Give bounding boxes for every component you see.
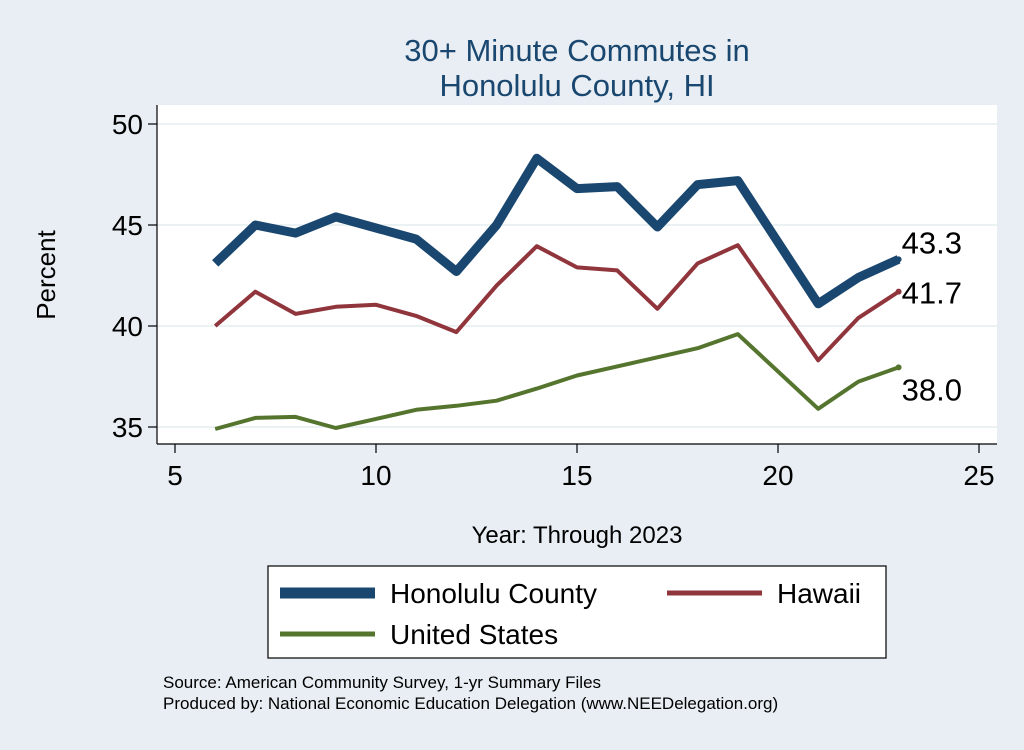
series	[212, 153, 902, 431]
series-line-hawaii	[213, 243, 900, 363]
x-axis-title: Year: Through 2023	[472, 522, 683, 549]
x-tick-label-5: 5	[167, 460, 183, 491]
produced-by-note: Produced by: National Economic Education…	[163, 694, 778, 713]
legend-box	[267, 565, 887, 659]
source-note: Source: American Community Survey, 1-yr …	[163, 673, 601, 692]
x-tick-label-25: 25	[963, 460, 994, 491]
legend-label-united-states: United States	[390, 619, 558, 650]
series-end-marker-honolulu-county	[895, 256, 902, 263]
y-tick-label-45: 45	[112, 210, 143, 241]
end-labels: 43.3 41.7 38.0	[902, 225, 962, 407]
series-end-marker-hawaii	[895, 288, 902, 295]
series-end-marker-united-states	[895, 364, 902, 371]
y-tick-label-40: 40	[112, 311, 143, 342]
legend: Honolulu County Hawaii United States	[267, 565, 887, 659]
y-axis-title: Percent	[31, 229, 61, 319]
y-tick-label-35: 35	[112, 412, 143, 443]
y-tick-label-50: 50	[112, 109, 143, 140]
chart-title-line-2: Honolulu County, HI	[439, 68, 714, 103]
legend-label-honolulu: Honolulu County	[390, 578, 597, 609]
end-label-honolulu-county: 43.3	[902, 225, 962, 260]
grid	[157, 123, 997, 428]
series-line-united-states	[214, 332, 900, 431]
series-line-honolulu-county	[212, 153, 901, 309]
end-label-united-states: 38.0	[902, 372, 962, 407]
x-tick-label-20: 20	[762, 460, 793, 491]
legend-label-hawaii: Hawaii	[777, 578, 861, 609]
x-tick-label-15: 15	[561, 460, 592, 491]
chart-title-line-1: 30+ Minute Commutes in	[404, 33, 749, 68]
axes: 35 40 45 50 5 10 15 20 25	[112, 105, 997, 491]
end-label-hawaii: 41.7	[902, 276, 962, 311]
x-tick-label-10: 10	[360, 460, 391, 491]
